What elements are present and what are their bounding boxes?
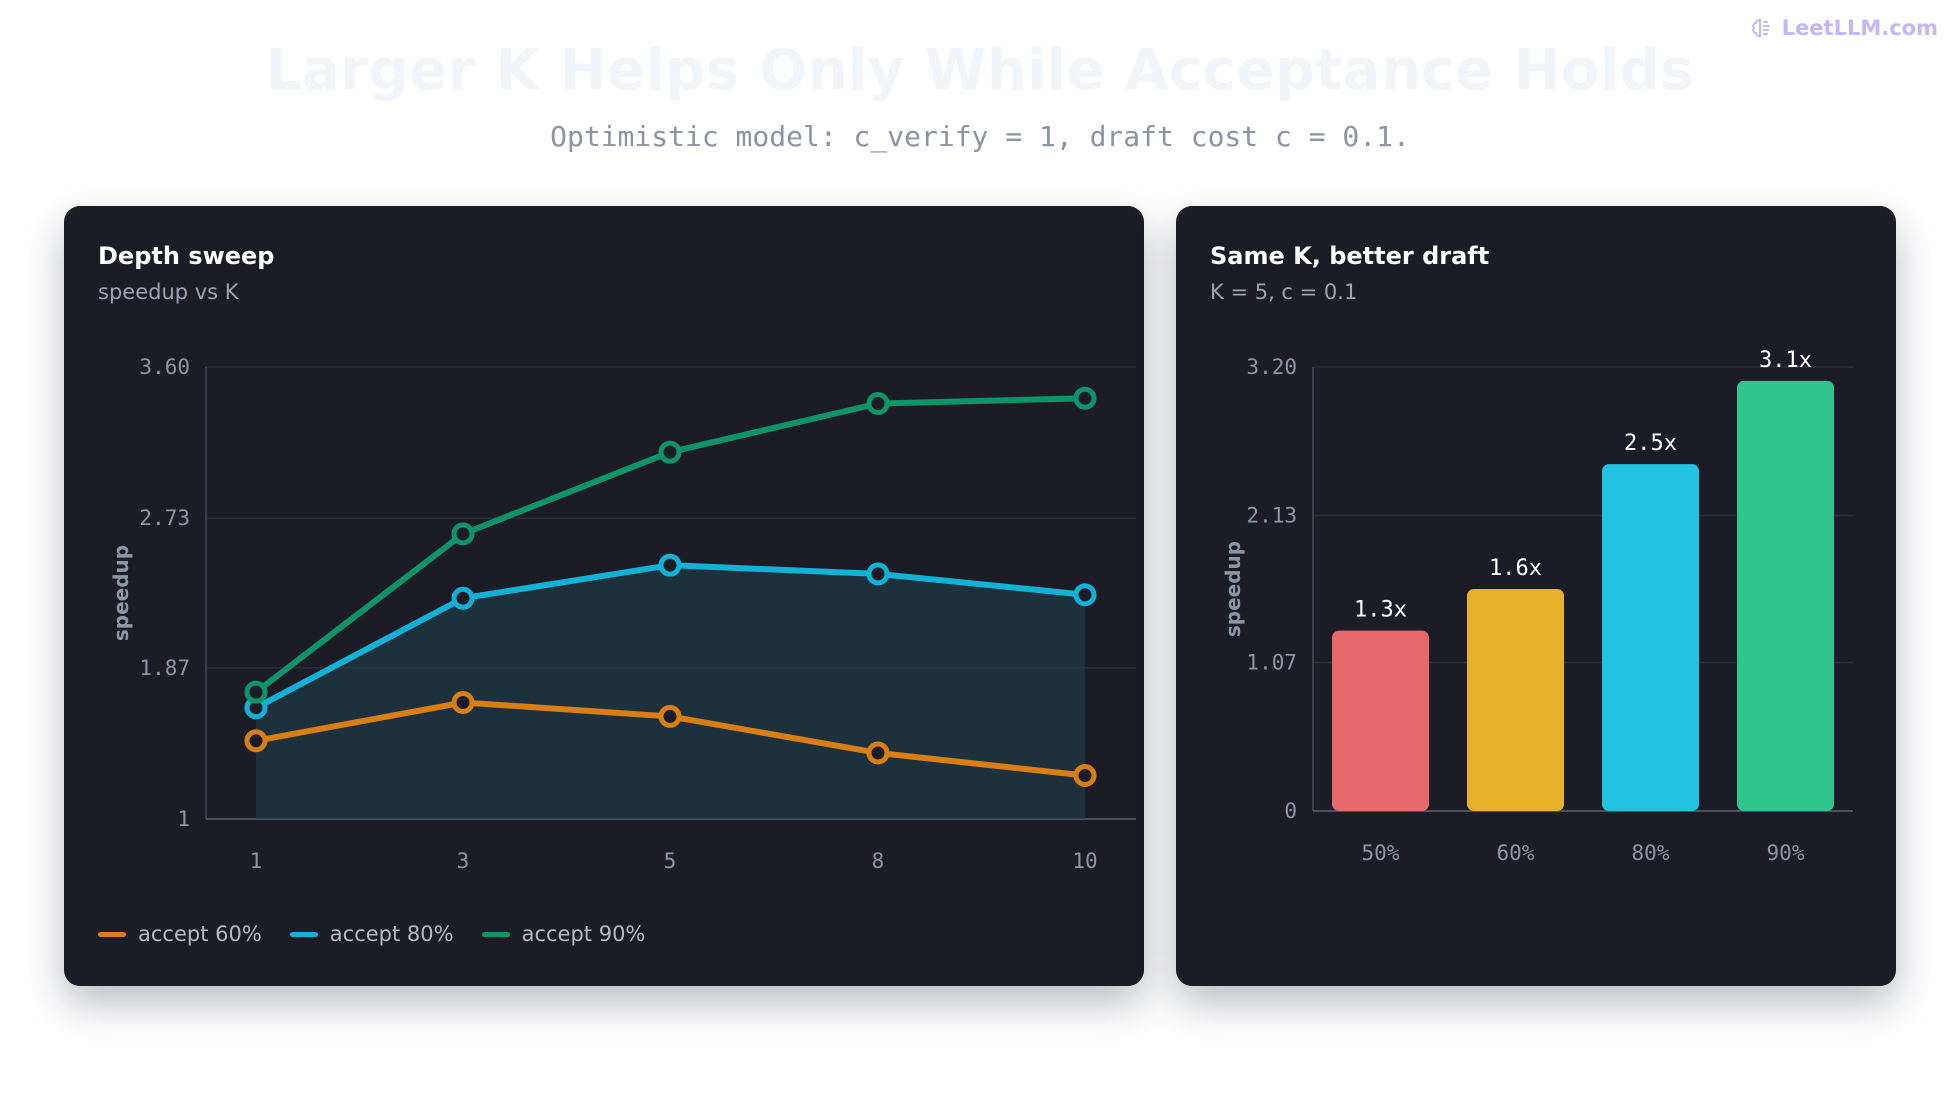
data-point — [244, 729, 268, 753]
better-draft-card: Same K, better draft K = 5, c = 0.1 0 1.0… — [1176, 206, 1896, 986]
y-tick-label: 0 — [1284, 799, 1297, 823]
y-tick-label: 2.73 — [139, 506, 190, 530]
bar — [1737, 380, 1834, 811]
legend-swatch — [289, 931, 318, 937]
y-tick-label: 3.60 — [139, 355, 190, 379]
y-tick-label: 1.87 — [139, 656, 190, 680]
bar-chart-title: Same K, better draft — [1210, 242, 1490, 270]
x-tick-label: 80% — [1632, 841, 1670, 865]
page-subtitle: Optimistic model: c_verify = 1, draft co… — [550, 120, 1410, 153]
series-area — [256, 565, 1085, 819]
data-point — [451, 586, 475, 610]
y-tick-label: 1 — [177, 807, 190, 831]
data-point — [866, 562, 890, 586]
y-axis-label: speedup — [1221, 541, 1245, 637]
y-tick-label: 3.20 — [1246, 355, 1297, 379]
bar — [1332, 630, 1429, 811]
bar-chart: 0 1.07 2.13 3.20 speedup 1.3x 50% 1.6x 60% 2.5x 80… — [1221, 348, 1853, 865]
data-point — [866, 392, 890, 416]
legend-label: accept 60% — [138, 922, 262, 946]
bar-value-label: 1.3x — [1354, 598, 1407, 623]
x-tick-label: 1 — [250, 849, 263, 873]
x-tick-label: 90% — [1767, 841, 1805, 865]
y-tick-label: 2.13 — [1246, 503, 1297, 527]
line-chart: 1 1.87 2.73 3.60 1 3 5 8 10 speedup — [109, 355, 1136, 873]
x-tick-label: 50% — [1362, 841, 1400, 865]
data-point — [244, 680, 268, 704]
x-tick-label: 60% — [1497, 841, 1535, 865]
legend-label: accept 90% — [521, 922, 646, 946]
legend-swatch — [481, 931, 510, 937]
x-tick-label: 8 — [872, 849, 885, 873]
line-chart-legend: accept 60% accept 80% accept 90% — [98, 922, 645, 946]
page-title: Larger K Helps Only While Acceptance Hol… — [265, 38, 1695, 103]
x-tick-label: 10 — [1072, 849, 1097, 873]
y-tick-label: 1.07 — [1246, 651, 1297, 675]
legend-label: accept 80% — [329, 922, 454, 946]
legend-swatch — [98, 931, 126, 937]
data-point — [1073, 386, 1097, 410]
bar-value-label: 1.6x — [1489, 556, 1542, 581]
x-tick-label: 5 — [664, 849, 677, 873]
data-point — [658, 553, 682, 577]
legend-item: accept 90% — [481, 922, 646, 946]
x-tick-label: 3 — [457, 849, 470, 873]
data-point — [1073, 764, 1097, 788]
y-axis-label: speedup — [109, 545, 133, 641]
brand-name: LeetLLM.com — [1781, 16, 1938, 40]
bar-chart-subtitle: K = 5, c = 0.1 — [1210, 280, 1358, 304]
line-chart-subtitle: speedup vs K — [98, 280, 239, 304]
brand-logo[interactable]: LeetLLM.com — [1750, 16, 1938, 40]
bar-value-label: 3.1x — [1759, 348, 1812, 373]
line-chart-title: Depth sweep — [98, 242, 275, 270]
data-point — [451, 522, 475, 546]
data-point — [866, 741, 890, 765]
brain-icon — [1751, 19, 1770, 37]
legend-item: accept 80% — [289, 922, 454, 946]
data-point — [451, 691, 475, 715]
bar-value-label: 2.5x — [1624, 431, 1677, 456]
legend-item: accept 60% — [98, 922, 262, 946]
data-point — [1073, 583, 1097, 607]
data-point — [658, 440, 682, 464]
bar — [1467, 589, 1564, 811]
data-point — [658, 704, 682, 728]
depth-sweep-card: Depth sweep speedup vs K 1 1.87 2.73 3.60 1 3… — [64, 206, 1144, 986]
bar — [1602, 464, 1699, 811]
